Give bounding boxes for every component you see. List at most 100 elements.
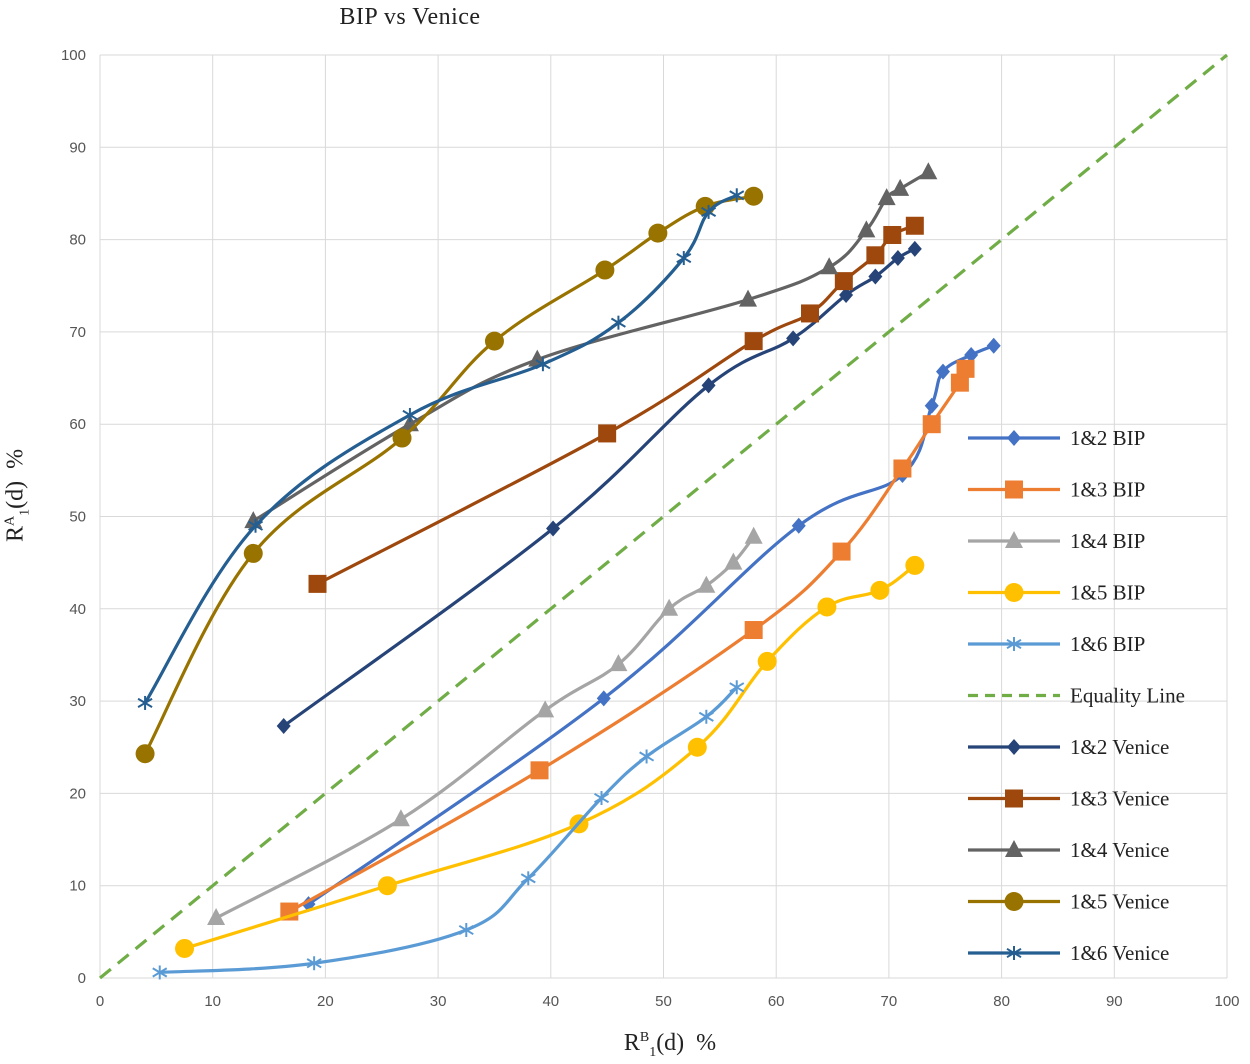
- series-line: [316, 224, 916, 586]
- data-point: [660, 598, 679, 616]
- data-point: [817, 597, 837, 617]
- data-point: [676, 251, 692, 266]
- data-point: [701, 204, 717, 219]
- data-point: [595, 260, 615, 280]
- data-point: [883, 225, 902, 244]
- x-tick-label: 40: [542, 993, 559, 1010]
- data-point: [739, 289, 758, 307]
- series-line: [184, 564, 916, 950]
- legend-marker: [1005, 789, 1023, 808]
- data-point: [392, 428, 412, 448]
- legend: 1&2 BIP 1&3 BIP 1&4 BIP 1&5 BIP 1&6 BIP Equal…: [968, 426, 1185, 965]
- x-axis-label-sup: B: [639, 1030, 650, 1045]
- series-1-3-venice: [308, 216, 924, 593]
- x-axis-label-rest: (d) %: [656, 1030, 717, 1056]
- series-line: [288, 368, 968, 913]
- series-line: [143, 193, 738, 704]
- marker-stroke: [610, 317, 626, 328]
- data-point: [744, 621, 763, 640]
- legend-marker: [1005, 531, 1023, 548]
- marker-stroke: [676, 253, 692, 264]
- marker-stroke: [729, 682, 745, 693]
- data-point: [484, 331, 504, 351]
- data-point: [905, 216, 924, 235]
- legend-label: 1&4 BIP: [1070, 529, 1145, 553]
- y-tick-label: 80: [69, 232, 86, 249]
- x-tick-label: 0: [96, 993, 104, 1010]
- data-point: [648, 223, 668, 243]
- data-point: [986, 337, 1001, 354]
- tick-labels: 0 10 20 30 40 50 60 70 80 90 100 0 10 20 30 40 50 60 70 80 9…: [61, 47, 1240, 1010]
- legend-label: 1&3 Venice: [1070, 787, 1169, 811]
- x-tick-label: 60: [768, 993, 785, 1010]
- series-1-6-venice: [137, 188, 745, 710]
- series-1-4-bip: [207, 526, 763, 926]
- data-point: [697, 575, 716, 593]
- data-point: [935, 363, 950, 380]
- x-axis-label: RB1(d) %: [560, 1030, 780, 1061]
- x-tick-label: 10: [204, 993, 221, 1010]
- marker-stroke: [458, 924, 474, 936]
- legend-marker: [1005, 480, 1023, 499]
- legend-label: 1&3 BIP: [1070, 478, 1145, 502]
- legend-label: 1&5 BIP: [1070, 581, 1145, 605]
- marker-stroke: [520, 873, 536, 884]
- series-line: [143, 194, 754, 755]
- data-point: [922, 415, 941, 434]
- y-tick-label: 30: [69, 693, 86, 710]
- legend-marker: [1006, 637, 1022, 651]
- x-tick-label: 100: [1214, 993, 1239, 1010]
- legend-entry: 1&5 BIP: [968, 581, 1145, 605]
- data-point: [698, 709, 714, 724]
- series-line: [252, 170, 930, 523]
- marker-stroke: [137, 697, 153, 709]
- series-1-5-venice: [135, 186, 764, 764]
- legend-label: 1&6 Venice: [1070, 941, 1169, 965]
- legend-entry: 1&6 BIP: [968, 632, 1145, 656]
- legend-entry: 1&3 BIP: [968, 478, 1145, 502]
- data-point: [890, 250, 905, 267]
- data-point: [757, 651, 777, 671]
- data-point: [964, 346, 979, 363]
- legend-label: 1&5 Venice: [1070, 890, 1169, 914]
- x-tick-label: 50: [655, 993, 672, 1010]
- data-point: [535, 357, 551, 372]
- data-point: [458, 923, 474, 938]
- data-point: [137, 695, 153, 710]
- data-point: [594, 791, 610, 806]
- data-point: [135, 744, 155, 764]
- data-point: [609, 654, 628, 672]
- series-1-5-bip: [175, 555, 925, 958]
- legend-entry: 1&2 BIP: [968, 426, 1145, 450]
- data-point: [820, 257, 839, 275]
- series-1-3-bip: [280, 359, 975, 921]
- y-tick-label: 0: [78, 970, 86, 987]
- marker-stroke: [152, 967, 168, 978]
- y-tick-label: 20: [69, 785, 86, 802]
- marker-stroke: [535, 359, 551, 370]
- data-point: [744, 186, 764, 206]
- data-point: [207, 908, 226, 926]
- y-tick-label: 70: [69, 324, 86, 341]
- data-point: [834, 272, 853, 291]
- series-1-6-bip: [152, 680, 745, 980]
- y-tick-label: 90: [69, 139, 86, 156]
- marker-stroke: [248, 520, 264, 531]
- data-point: [891, 178, 910, 196]
- marker-stroke: [698, 711, 714, 722]
- data-point: [687, 737, 707, 757]
- data-point: [546, 520, 561, 537]
- series-1-4-venice: [244, 162, 938, 529]
- legend-marker: [1007, 739, 1021, 755]
- marker-stroke: [306, 958, 322, 969]
- marker-stroke: [729, 190, 745, 201]
- legend-label: 1&2 Venice: [1070, 735, 1169, 759]
- data-point: [175, 938, 195, 958]
- data-point: [377, 876, 397, 896]
- data-point: [870, 580, 890, 600]
- x-axis-label-sub: 1: [649, 1044, 657, 1060]
- data-point: [857, 220, 876, 238]
- data-point: [893, 459, 912, 478]
- data-point: [801, 304, 820, 323]
- data-point: [243, 543, 263, 563]
